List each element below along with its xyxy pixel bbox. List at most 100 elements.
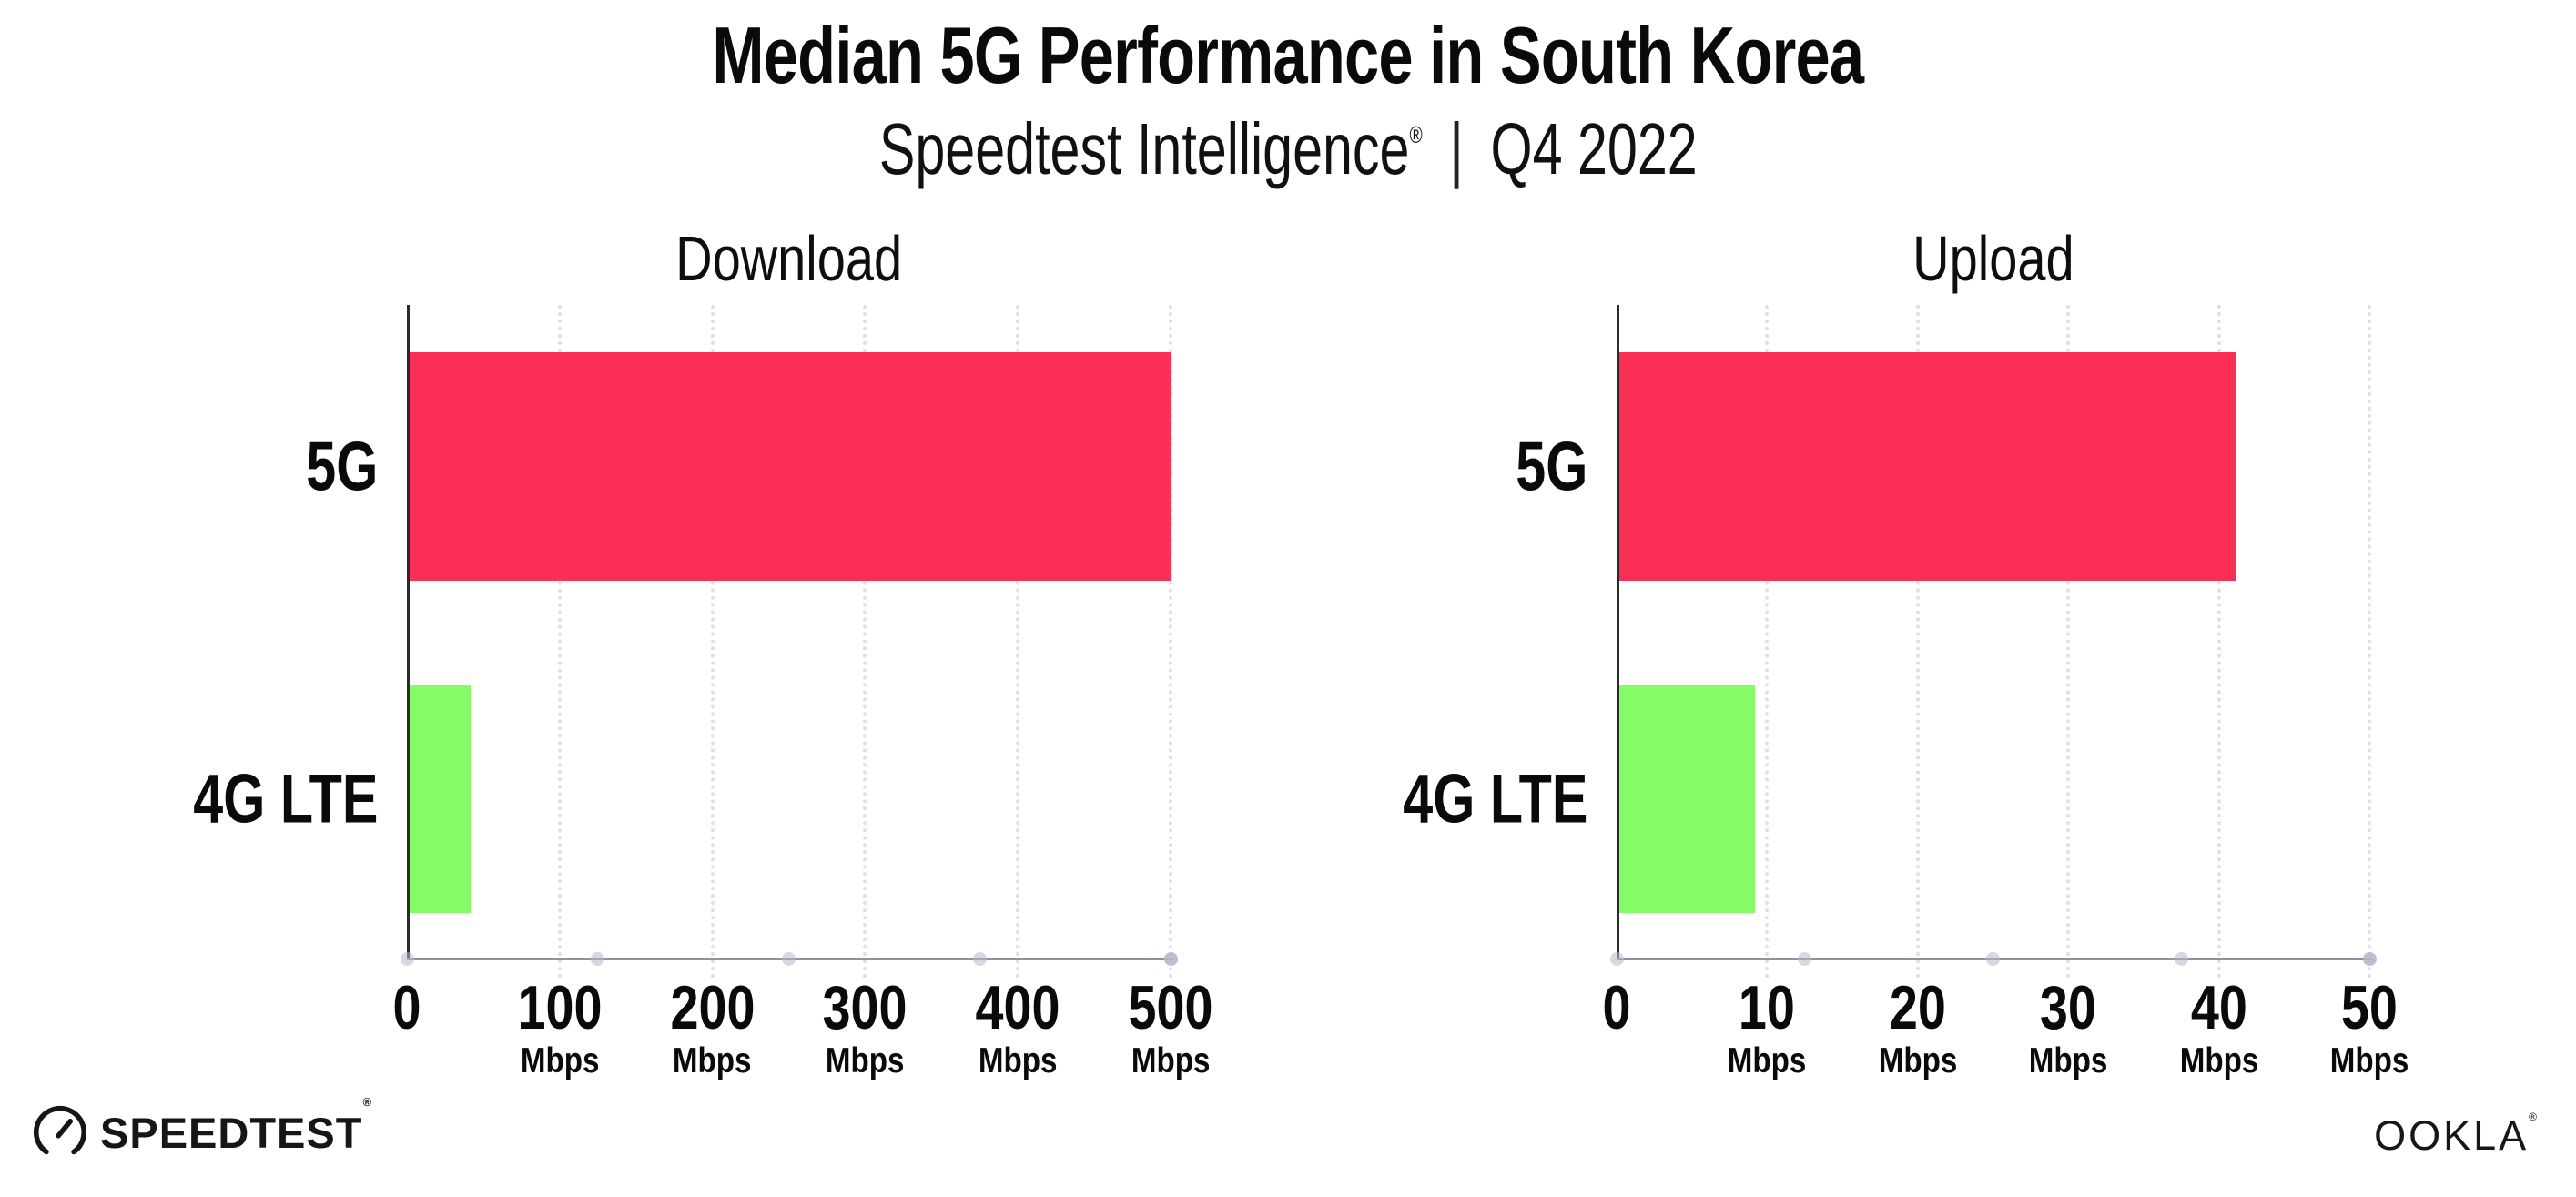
tick-value-text: 100 (517, 973, 603, 1042)
download-tick-400: 400 Mbps (966, 975, 1069, 1082)
tick-value: 100 (508, 975, 611, 1040)
tick-unit: Mbps (2323, 1040, 2416, 1082)
gridline-20 (1915, 305, 1920, 979)
upload-y-axis (1617, 305, 1619, 959)
x-axis-dot (400, 952, 414, 966)
tick-value-text: 30 (2040, 973, 2097, 1042)
tick-value-text: 10 (1739, 973, 1796, 1042)
tick-unit-text: Mbps (2329, 1041, 2409, 1080)
tick-value-text: 500 (1128, 973, 1213, 1042)
gridline-50 (2368, 305, 2371, 979)
tick-value-text: 400 (975, 973, 1060, 1042)
gridline-10 (1765, 305, 1770, 979)
tick-unit-text: Mbps (520, 1041, 600, 1080)
page-title: Median 5G Performance in South Korea (712, 10, 1865, 100)
x-axis-dot (2362, 952, 2377, 966)
upload-tick-40: 40 Mbps (2173, 975, 2266, 1082)
bar-download-5g (410, 352, 1171, 581)
download-tick-100: 100 Mbps (508, 975, 611, 1082)
subtitle-brand: Speedtest Intelligence (878, 108, 1410, 189)
x-axis-dot (1163, 952, 1178, 966)
upload-tick-50: 50 Mbps (2323, 975, 2416, 1082)
tick-value-text: 0 (392, 973, 421, 1042)
upload-x-axis (1609, 952, 2377, 966)
tick-unit-text: Mbps (2179, 1041, 2258, 1080)
gridline-500 (1169, 305, 1172, 979)
tick-unit: Mbps (966, 1040, 1069, 1082)
tick-unit-text: Mbps (2028, 1041, 2108, 1080)
upload-tick-20: 20 Mbps (1871, 975, 1964, 1082)
tick-value: 0 (390, 975, 424, 1040)
speedtest-wordmark: SPEEDTEST® (100, 1094, 373, 1157)
category-label-text: 5G (305, 428, 378, 505)
ookla-logo: OOKLA® (2374, 1111, 2540, 1160)
tick-unit: Mbps (814, 1040, 917, 1082)
footer: SPEEDTEST® OOKLA® (0, 1094, 2576, 1182)
tick-unit-text: Mbps (1131, 1041, 1211, 1080)
upload-plot-area (1609, 305, 2497, 979)
page-subtitle: Speedtest Intelligence® | Q4 2022 (0, 107, 2576, 191)
gridline-30 (2066, 305, 2071, 979)
tick-unit: Mbps (508, 1040, 611, 1082)
category-label-text: 4G LTE (192, 760, 378, 837)
tick-unit: Mbps (2022, 1040, 2115, 1082)
category-label-download-5g: 5G (14, 427, 378, 506)
tick-unit-text: Mbps (1728, 1041, 1807, 1080)
tick-value-text: 40 (2190, 973, 2247, 1042)
speedtest-gauge-icon (33, 1105, 87, 1155)
tick-value: 400 (966, 975, 1069, 1040)
tick-unit-text: Mbps (978, 1041, 1058, 1080)
download-chart-title-text: Download (674, 223, 903, 294)
tick-value: 30 (2022, 975, 2115, 1040)
tick-value: 20 (1871, 975, 1964, 1040)
category-label-upload-5g: 5G (1223, 427, 1587, 506)
ookla-wordmark: OOKLA (2374, 1112, 2530, 1159)
tick-value-text: 20 (1889, 973, 1946, 1042)
download-x-axis (400, 952, 1178, 966)
x-axis-dot (1609, 952, 1624, 966)
x-axis-dot (591, 952, 605, 966)
tick-unit: Mbps (661, 1040, 764, 1082)
download-plot-area (400, 305, 1303, 979)
download-tick-200: 200 Mbps (661, 975, 764, 1082)
category-label-text: 4G LTE (1402, 760, 1587, 837)
tick-value: 200 (661, 975, 764, 1040)
category-label-text: 5G (1515, 428, 1587, 505)
download-tick-0: 0 (390, 975, 424, 1040)
upload-tick-30: 30 Mbps (2022, 975, 2115, 1082)
upload-tick-0: 0 (1599, 975, 1634, 1040)
tick-value-text: 300 (822, 973, 908, 1042)
bar-upload-5g (1619, 352, 2236, 581)
bar-upload-4g-lte (1619, 685, 1755, 913)
tick-value: 0 (1599, 975, 1634, 1040)
tick-value-text: 0 (1602, 973, 1631, 1042)
tick-unit-text: Mbps (1878, 1041, 1958, 1080)
download-tick-500: 500 Mbps (1119, 975, 1222, 1082)
download-chart-title: Download (407, 222, 1171, 295)
x-axis-dot (972, 952, 987, 966)
download-tick-300: 300 Mbps (814, 975, 917, 1082)
gridline-400 (1016, 305, 1020, 979)
registered-mark: ® (1409, 121, 1423, 148)
speedtest-registered-mark: ® (362, 1094, 373, 1109)
speedtest-logo: SPEEDTEST® (33, 1094, 373, 1160)
subtitle-period: Q4 2022 (1490, 108, 1698, 189)
category-label-download-4g-lte: 4G LTE (14, 759, 378, 838)
ookla-registered-mark: ® (2529, 1111, 2540, 1123)
tick-value: 40 (2173, 975, 2266, 1040)
tick-unit-text: Mbps (673, 1041, 752, 1080)
upload-chart-title: Upload (1617, 222, 2369, 295)
tick-value: 50 (2323, 975, 2416, 1040)
gridline-100 (557, 305, 562, 979)
tick-unit: Mbps (1720, 1040, 1813, 1082)
header: Median 5G Performance in South Korea Spe… (0, 9, 2576, 191)
tick-value: 10 (1720, 975, 1813, 1040)
tick-unit: Mbps (1119, 1040, 1222, 1082)
tick-unit: Mbps (2173, 1040, 2266, 1082)
tick-unit: Mbps (1871, 1040, 1964, 1082)
tick-value-text: 200 (670, 973, 756, 1042)
category-label-upload-4g-lte: 4G LTE (1223, 759, 1587, 838)
x-axis-dot (782, 952, 796, 966)
x-axis-dot (2174, 952, 2188, 966)
